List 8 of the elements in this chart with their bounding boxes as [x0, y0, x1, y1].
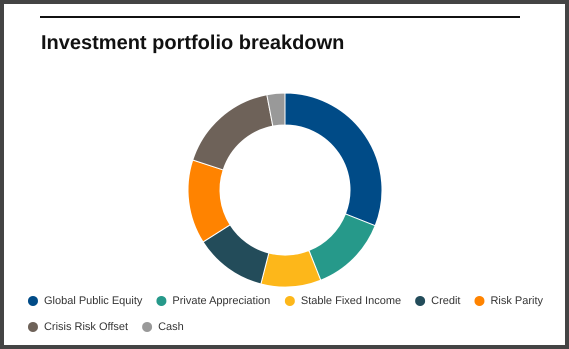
legend-label: Private Appreciation: [172, 295, 270, 307]
legend-label: Risk Parity: [490, 295, 544, 307]
chart-title: Investment portfolio breakdown: [41, 32, 344, 54]
legend-label: Stable Fixed Income: [300, 295, 402, 307]
legend-label: Crisis Risk Offset: [44, 321, 128, 333]
legend-label: Cash: [158, 321, 184, 333]
legend-label: Credit: [431, 295, 460, 307]
legend-label: Global Public Equity: [44, 295, 143, 307]
